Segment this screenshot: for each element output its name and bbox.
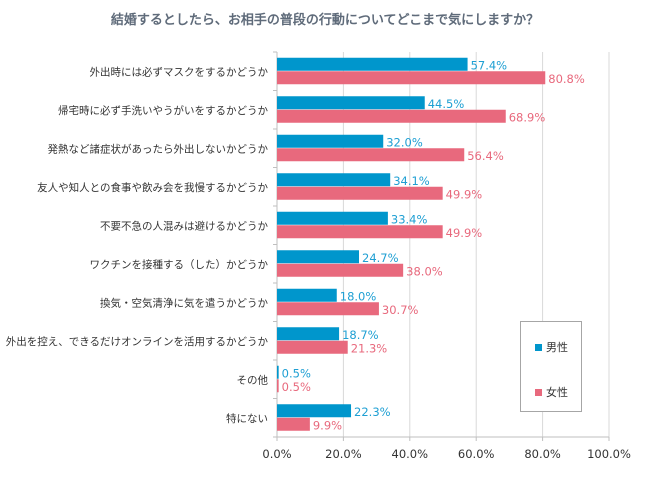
value-label-female: 80.8%: [548, 72, 585, 86]
legend-swatch-male: [535, 343, 542, 351]
category-label: 換気・空気清浄に気を遣うかどうか: [100, 296, 268, 309]
bar-male: [277, 57, 468, 71]
bar-female: [277, 302, 379, 316]
value-label-male: 32.0%: [386, 135, 423, 149]
value-label-female: 9.9%: [313, 418, 342, 432]
value-label-female: 30.7%: [382, 303, 419, 317]
bar-female: [277, 148, 465, 162]
category-label: 特にない: [226, 413, 268, 425]
value-label-male: 33.4%: [391, 212, 428, 226]
category-label: 友人や知人との食事や飲み会を我慢するかどうか: [37, 181, 268, 194]
bar-female: [277, 71, 546, 85]
bars: [277, 57, 546, 431]
bar-male: [277, 173, 391, 187]
value-label-female: 0.5%: [282, 380, 311, 394]
x-tick-label: 80.0%: [524, 447, 561, 461]
legend: 男性 女性: [520, 321, 582, 412]
category-label: 帰宅時に必ず手洗いやうがいをするかどうか: [58, 104, 268, 117]
bar-male: [277, 288, 337, 302]
chart-title: 結婚するとしたら、お相手の普段の行動についてどこまで気にしますか？: [110, 13, 540, 28]
category-label: その他: [237, 373, 269, 386]
category-label: 外出を控え、できるだけオンラインを活用するかどうか: [6, 335, 269, 348]
category-label: 外出時には必ずマスクをするかどうか: [90, 65, 269, 78]
value-label-male: 57.4%: [471, 58, 508, 72]
value-label-male: 34.1%: [393, 174, 430, 188]
value-label-female: 56.4%: [467, 149, 504, 163]
value-label-female: 49.9%: [446, 226, 483, 240]
bar-male: [277, 365, 279, 379]
value-label-male: 22.3%: [354, 405, 391, 419]
value-label-female: 49.9%: [446, 187, 483, 201]
category-label: 発熱など諸症状があったら外出しないかどうか: [48, 142, 269, 155]
bar-male: [277, 404, 352, 418]
x-tick-label: 100.0%: [587, 447, 631, 461]
value-label-male: 18.7%: [342, 328, 379, 342]
bar-female: [277, 263, 404, 277]
legend-swatch-female: [535, 388, 542, 396]
category-labels: 外出時には必ずマスクをするかどうか帰宅時に必ず手洗いやうがいをするかどうか発熱な…: [6, 65, 269, 425]
bar-female: [277, 109, 506, 123]
category-label: 不要不急の人混みは避けるかどうか: [100, 219, 268, 232]
value-label-male: 0.5%: [282, 366, 311, 380]
legend-label-male: 男性: [546, 341, 568, 354]
category-label: ワクチンを接種する（した）かどうか: [90, 258, 269, 271]
value-labels: 57.4% 80.8% 44.5% 68.9% 32.0% 56.4% 34.1% 49.9%…: [282, 58, 585, 432]
tick-labels: 0.0% 20.0% 40.0% 60.0% 80.0% 100.0%: [262, 447, 631, 461]
value-label-female: 21.3%: [351, 341, 388, 355]
bar-female: [277, 225, 443, 239]
legend-item-male: 男性: [535, 339, 568, 355]
bar-male: [277, 211, 388, 225]
value-label-male: 44.5%: [428, 97, 465, 111]
x-tick-label: 0.0%: [262, 447, 291, 461]
legend-item-female: 女性: [535, 384, 568, 400]
x-tick-label: 60.0%: [458, 447, 495, 461]
bar-female: [277, 417, 310, 431]
value-label-male: 18.0%: [340, 289, 377, 303]
bar-female: [277, 186, 443, 200]
bar-male: [277, 250, 360, 264]
bar-female: [277, 379, 279, 393]
value-label-male: 24.7%: [362, 251, 399, 265]
value-label-female: 68.9%: [509, 110, 546, 124]
x-tick-label: 40.0%: [392, 447, 429, 461]
legend-label-female: 女性: [546, 386, 568, 399]
bar-female: [277, 340, 348, 354]
bar-male: [277, 327, 340, 341]
bar-male: [277, 134, 384, 148]
bar-male: [277, 96, 425, 110]
x-tick-label: 20.0%: [325, 447, 362, 461]
value-label-female: 38.0%: [406, 264, 443, 278]
